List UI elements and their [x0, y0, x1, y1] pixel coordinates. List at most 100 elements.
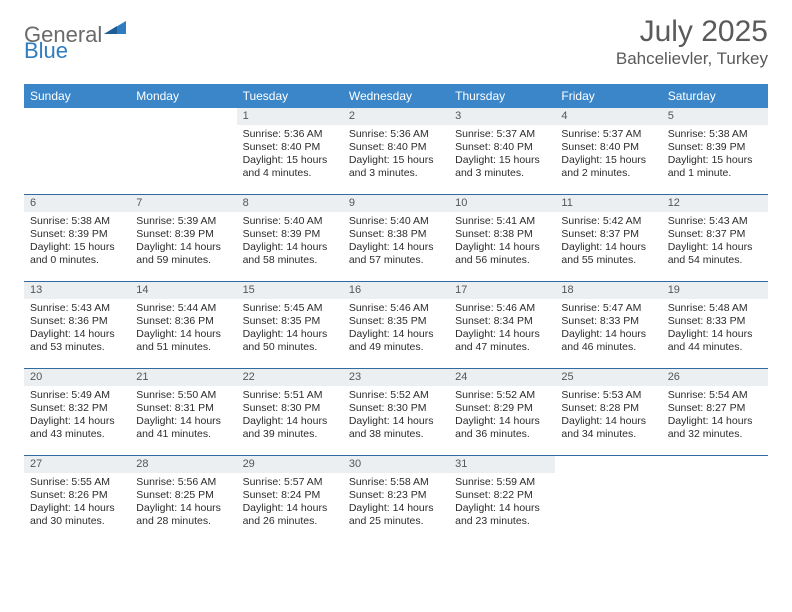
calendar-row: 6Sunrise: 5:38 AMSunset: 8:39 PMDaylight… — [24, 195, 768, 282]
weekday-fri: Friday — [555, 84, 661, 108]
day-sr: Sunrise: 5:52 AM — [455, 389, 549, 402]
page-header: General July 2025 Bahcelievler, Turkey — [24, 16, 768, 78]
day-sr: Sunrise: 5:36 AM — [243, 128, 337, 141]
day-ss: Sunset: 8:36 PM — [136, 315, 230, 328]
day-d1: Daylight: 14 hours — [561, 328, 655, 341]
day-d1: Daylight: 14 hours — [243, 415, 337, 428]
calendar-row: 1Sunrise: 5:36 AMSunset: 8:40 PMDaylight… — [24, 108, 768, 195]
day-d1: Daylight: 14 hours — [561, 241, 655, 254]
day-ss: Sunset: 8:39 PM — [136, 228, 230, 241]
day-details: Sunrise: 5:38 AMSunset: 8:39 PMDaylight:… — [24, 212, 130, 272]
logo-text-blue: Blue — [24, 38, 68, 63]
day-ss: Sunset: 8:36 PM — [30, 315, 124, 328]
day-d2: and 53 minutes. — [30, 341, 124, 354]
day-number: 31 — [449, 456, 555, 473]
calendar-cell: 3Sunrise: 5:37 AMSunset: 8:40 PMDaylight… — [449, 108, 555, 194]
day-sr: Sunrise: 5:46 AM — [455, 302, 549, 315]
day-sr: Sunrise: 5:56 AM — [136, 476, 230, 489]
day-d1: Daylight: 14 hours — [136, 502, 230, 515]
calendar-cell — [662, 456, 768, 542]
calendar-cell: 14Sunrise: 5:44 AMSunset: 8:36 PMDayligh… — [130, 282, 236, 368]
calendar-cell: 20Sunrise: 5:49 AMSunset: 8:32 PMDayligh… — [24, 369, 130, 455]
day-d2: and 59 minutes. — [136, 254, 230, 267]
calendar-page: General July 2025 Bahcelievler, Turkey B… — [0, 0, 792, 612]
day-number: 11 — [555, 195, 661, 212]
day-sr: Sunrise: 5:48 AM — [668, 302, 762, 315]
day-d1: Daylight: 14 hours — [136, 415, 230, 428]
day-d1: Daylight: 14 hours — [349, 415, 443, 428]
day-d2: and 55 minutes. — [561, 254, 655, 267]
calendar-cell: 19Sunrise: 5:48 AMSunset: 8:33 PMDayligh… — [662, 282, 768, 368]
day-details: Sunrise: 5:59 AMSunset: 8:22 PMDaylight:… — [449, 473, 555, 533]
day-sr: Sunrise: 5:43 AM — [30, 302, 124, 315]
calendar-cell: 5Sunrise: 5:38 AMSunset: 8:39 PMDaylight… — [662, 108, 768, 194]
day-d2: and 30 minutes. — [30, 515, 124, 528]
calendar-cell: 29Sunrise: 5:57 AMSunset: 8:24 PMDayligh… — [237, 456, 343, 542]
calendar-cell: 23Sunrise: 5:52 AMSunset: 8:30 PMDayligh… — [343, 369, 449, 455]
day-sr: Sunrise: 5:38 AM — [668, 128, 762, 141]
day-d2: and 25 minutes. — [349, 515, 443, 528]
day-ss: Sunset: 8:40 PM — [561, 141, 655, 154]
day-number: 18 — [555, 282, 661, 299]
day-d1: Daylight: 14 hours — [243, 328, 337, 341]
day-d1: Daylight: 14 hours — [243, 241, 337, 254]
day-d1: Daylight: 15 hours — [561, 154, 655, 167]
calendar-cell: 12Sunrise: 5:43 AMSunset: 8:37 PMDayligh… — [662, 195, 768, 281]
calendar-cell: 1Sunrise: 5:36 AMSunset: 8:40 PMDaylight… — [237, 108, 343, 194]
day-sr: Sunrise: 5:54 AM — [668, 389, 762, 402]
day-ss: Sunset: 8:37 PM — [561, 228, 655, 241]
title-block: July 2025 Bahcelievler, Turkey — [616, 16, 768, 69]
day-d1: Daylight: 14 hours — [455, 415, 549, 428]
day-d1: Daylight: 14 hours — [455, 502, 549, 515]
calendar-cell: 2Sunrise: 5:36 AMSunset: 8:40 PMDaylight… — [343, 108, 449, 194]
calendar-cell: 9Sunrise: 5:40 AMSunset: 8:38 PMDaylight… — [343, 195, 449, 281]
day-details: Sunrise: 5:37 AMSunset: 8:40 PMDaylight:… — [449, 125, 555, 185]
day-ss: Sunset: 8:34 PM — [455, 315, 549, 328]
day-d1: Daylight: 14 hours — [349, 502, 443, 515]
calendar-cell: 6Sunrise: 5:38 AMSunset: 8:39 PMDaylight… — [24, 195, 130, 281]
day-details: Sunrise: 5:58 AMSunset: 8:23 PMDaylight:… — [343, 473, 449, 533]
day-d1: Daylight: 14 hours — [455, 328, 549, 341]
weekday-sat: Saturday — [662, 84, 768, 108]
day-ss: Sunset: 8:24 PM — [243, 489, 337, 502]
day-number: 30 — [343, 456, 449, 473]
day-number: 20 — [24, 369, 130, 386]
day-ss: Sunset: 8:33 PM — [668, 315, 762, 328]
day-d2: and 3 minutes. — [455, 167, 549, 180]
day-d2: and 2 minutes. — [561, 167, 655, 180]
weekday-mon: Monday — [130, 84, 236, 108]
weekday-thu: Thursday — [449, 84, 555, 108]
day-details: Sunrise: 5:36 AMSunset: 8:40 PMDaylight:… — [237, 125, 343, 185]
logo-blue-wrap: Blue — [24, 38, 68, 64]
day-d2: and 36 minutes. — [455, 428, 549, 441]
day-d1: Daylight: 15 hours — [455, 154, 549, 167]
day-number: 10 — [449, 195, 555, 212]
day-d2: and 58 minutes. — [243, 254, 337, 267]
day-details: Sunrise: 5:37 AMSunset: 8:40 PMDaylight:… — [555, 125, 661, 185]
day-ss: Sunset: 8:23 PM — [349, 489, 443, 502]
day-number: 1 — [237, 108, 343, 125]
calendar-cell: 18Sunrise: 5:47 AMSunset: 8:33 PMDayligh… — [555, 282, 661, 368]
day-sr: Sunrise: 5:57 AM — [243, 476, 337, 489]
day-details: Sunrise: 5:45 AMSunset: 8:35 PMDaylight:… — [237, 299, 343, 359]
day-number: 9 — [343, 195, 449, 212]
day-sr: Sunrise: 5:46 AM — [349, 302, 443, 315]
day-d2: and 47 minutes. — [455, 341, 549, 354]
day-ss: Sunset: 8:27 PM — [668, 402, 762, 415]
day-number: 26 — [662, 369, 768, 386]
title-month: July 2025 — [616, 16, 768, 48]
day-d1: Daylight: 14 hours — [455, 241, 549, 254]
day-sr: Sunrise: 5:38 AM — [30, 215, 124, 228]
day-sr: Sunrise: 5:41 AM — [455, 215, 549, 228]
day-number — [130, 108, 236, 128]
day-d1: Daylight: 14 hours — [668, 241, 762, 254]
calendar-cell: 15Sunrise: 5:45 AMSunset: 8:35 PMDayligh… — [237, 282, 343, 368]
calendar-cell: 26Sunrise: 5:54 AMSunset: 8:27 PMDayligh… — [662, 369, 768, 455]
calendar-cell: 4Sunrise: 5:37 AMSunset: 8:40 PMDaylight… — [555, 108, 661, 194]
day-number: 28 — [130, 456, 236, 473]
day-details: Sunrise: 5:52 AMSunset: 8:29 PMDaylight:… — [449, 386, 555, 446]
day-number: 27 — [24, 456, 130, 473]
day-number: 6 — [24, 195, 130, 212]
day-ss: Sunset: 8:35 PM — [243, 315, 337, 328]
day-details: Sunrise: 5:40 AMSunset: 8:39 PMDaylight:… — [237, 212, 343, 272]
